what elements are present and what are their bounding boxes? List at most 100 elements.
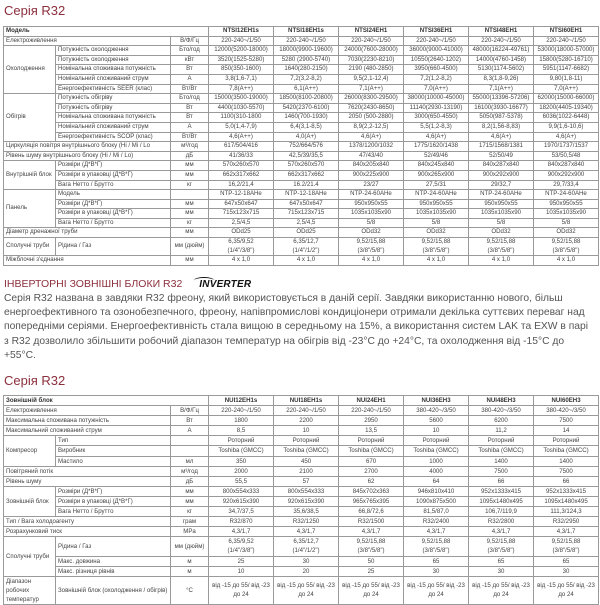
- cell-value: 5050(987-5378): [468, 112, 534, 123]
- cell-value: Toshiba (GMCC): [338, 445, 405, 457]
- row-label: Циркуляція повітря внутрішнього блоку (H…: [3, 141, 171, 152]
- cell-value: ODd25: [208, 227, 274, 239]
- row-label: Розрахунковий тиск: [3, 526, 171, 538]
- cell-value: 16100(3930-16677): [468, 102, 534, 114]
- model-name: NUI12EH1s: [208, 394, 275, 407]
- cell-value: 450: [273, 455, 340, 467]
- cell-value: 4 x 1,0: [403, 255, 469, 266]
- cell-value: 2100: [273, 465, 340, 477]
- cell-value: 570x260x570: [208, 160, 274, 171]
- cell-value: 1378/1200/1032: [338, 141, 404, 152]
- model-name: NTSI12EH1s: [208, 26, 274, 37]
- cell-value: 4,3/1,7: [533, 526, 600, 538]
- cell-value: 220-240~/1/50: [338, 405, 405, 417]
- cell-value: 7,2(1,2-8,2): [403, 73, 469, 85]
- outdoor-section-heading: ІНВЕРТОРНІ ЗОВНІШНІ БЛОКИ R32 INVERTER: [4, 276, 251, 290]
- cell-value: 15800(5280-16710): [533, 54, 599, 66]
- cell-value: 5,0(1,4-7,9): [208, 121, 274, 133]
- row-unit: [169, 435, 210, 447]
- cell-value: 6200: [468, 415, 535, 427]
- cell-value: 25: [208, 555, 275, 567]
- cell-value: 850(350-1600): [208, 64, 274, 75]
- row-label: Вага Нетто / Брутто: [55, 179, 171, 191]
- cell-value: 65: [533, 555, 600, 567]
- table-row: Розрахунковий тиск MPa 4,3/1,7 4,3/1,7 4,3/1…: [3, 526, 600, 538]
- model-name: NTSI60EH1: [533, 26, 599, 37]
- cell-value: 220-240~/1/50: [533, 35, 599, 47]
- cell-value: 350: [208, 455, 275, 467]
- cell-value: 4,3/1,7: [338, 526, 405, 538]
- cell-value: 1035x1035x90: [338, 208, 404, 219]
- row-unit: дБ: [169, 475, 210, 487]
- cell-value: 1715/1568/1381: [468, 141, 534, 152]
- row-unit: кг: [170, 179, 209, 191]
- cell-value: 1090x875x500: [403, 495, 470, 508]
- cell-value: 8,5: [208, 425, 275, 437]
- cell-value: 16.2/21.4: [273, 179, 339, 191]
- cell-value: 6,35/9,52 (1/4"/3/8"): [208, 237, 274, 257]
- row-unit: м³/год: [169, 465, 210, 477]
- cell-value: 66,8/72,6: [338, 506, 405, 518]
- cell-value: 48000(16224-49761): [468, 45, 534, 56]
- row-unit: мм: [170, 160, 209, 171]
- cell-value: 220-240~/1/50: [208, 35, 274, 47]
- cell-value: Роторний: [338, 435, 405, 447]
- cell-value: 220-240~/1/50: [403, 35, 469, 47]
- row-label: Рівень шуму: [3, 475, 171, 487]
- table-row: Рівень шуму внутрішнього блоку (Hi / Mi …: [3, 150, 599, 162]
- table-row: Енергоефективність SCOP (клас) Вт/Вт 4,6(A…: [4, 131, 599, 143]
- cell-value: 900x292x900: [533, 169, 599, 181]
- table-row: Охолодження Потужність охолодження Бто/год…: [3, 45, 599, 95]
- cell-value: 52/50/49: [468, 150, 534, 162]
- row-label: Вага Нетто / Брутто: [55, 506, 171, 518]
- cell-value: 5280 (2900-5740): [273, 54, 339, 66]
- row-label: Тип / Вага холодоагенту: [3, 516, 171, 528]
- model-name: NTSI48EH1: [468, 26, 534, 37]
- cell-value: 4 x 1,0: [533, 255, 599, 266]
- row-unit: мм: [170, 255, 209, 266]
- cell-value: 900x265x900: [403, 169, 469, 181]
- model-name: NUI60EH3: [533, 394, 600, 407]
- cell-value: 6,35/9,52 (1/4"/3/8"): [208, 536, 275, 557]
- row-unit: дБ: [170, 150, 209, 162]
- cell-value: 5/8: [338, 217, 404, 229]
- row-unit: °C: [169, 575, 210, 605]
- table-row: Розміри (Д*В*Г) мм 647x50x647 647x50x647 950…: [4, 198, 599, 210]
- cell-value: 29,7/33,4: [533, 179, 599, 191]
- cell-value: NTP-12-18AHe: [273, 189, 339, 200]
- cell-value: 5130(1174-5602): [468, 64, 534, 75]
- model-name: NUI48EH3: [468, 394, 535, 407]
- cell-value: 7500: [468, 465, 535, 477]
- row-label: Рідина / Газ: [55, 237, 171, 257]
- cell-value: 1970/1737/1537: [533, 141, 599, 152]
- cell-value: 845x702x363: [338, 485, 405, 497]
- cell-value: Toshiba (GMCC): [468, 445, 535, 457]
- row-label: Розміри в упаковці (Д*В*Г): [55, 208, 171, 219]
- table-row: Електроживлення В/Ф/Гц 220-240~/1/50 220-24…: [3, 405, 600, 417]
- table-row: Компресор Тип Роторний Роторний Роторний Рото…: [3, 435, 600, 467]
- cell-value: 4,3/1,7: [208, 526, 275, 538]
- row-unit: м³/год: [170, 141, 209, 152]
- cell-value: 9,52/15,88 (3/8"/5/8"): [338, 536, 405, 557]
- cell-value: 20: [273, 565, 340, 577]
- row-label: Номінальна споживана потужність: [55, 64, 171, 75]
- table-row: Вага Нетто / Брутто кг 16,2/21,4 16.2/21.4 2…: [4, 179, 599, 191]
- cell-value: 617/504/416: [208, 141, 274, 152]
- row-unit: Вт: [170, 112, 209, 123]
- row-unit: кг: [169, 506, 210, 518]
- cell-value: 647x50x647: [273, 198, 339, 210]
- cell-value: 5,5(1,2-8,3): [403, 121, 469, 133]
- cell-value: 952x1333x415: [468, 485, 535, 497]
- table-row: Електроживлення В/Ф/Гц 220-240~/1/50 220-24…: [3, 35, 599, 47]
- row-unit: В/Ф/Гц: [170, 35, 209, 47]
- cell-value: 662x317x662: [208, 169, 274, 181]
- cell-value: Роторний: [533, 435, 600, 447]
- table-row: Потужність обігріву Вт 4400(1030-5570) 5420…: [4, 102, 599, 114]
- cell-value: 7,2(3,2-8,2): [273, 73, 339, 85]
- cell-value: 8,2(1,56-8,83): [468, 121, 534, 133]
- row-label: Зовнішній блок (охолодження / обігрів): [55, 575, 171, 605]
- cell-value: 47/43/40: [338, 150, 404, 162]
- cell-value: 7,8(A++): [208, 83, 274, 95]
- cell-value: 220-240~/1/50: [468, 35, 534, 47]
- cell-value: 4,6(A+): [338, 131, 404, 143]
